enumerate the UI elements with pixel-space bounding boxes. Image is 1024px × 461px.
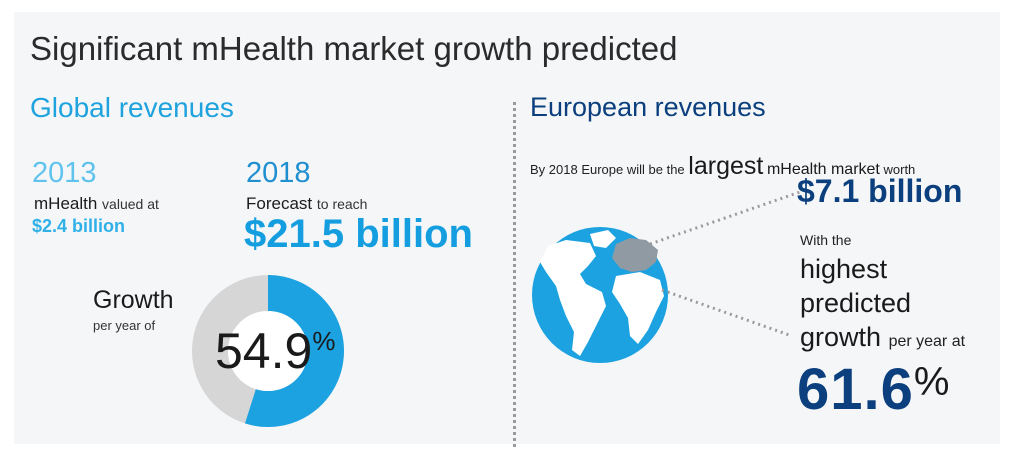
- mhealth-market-text: mHealth market: [766, 161, 880, 178]
- mhealth-valued-at: mHealth valued at: [34, 194, 159, 214]
- forecast-to-reach: Forecast to reach: [246, 194, 367, 214]
- worth-text: worth: [883, 162, 916, 177]
- year-2018: 2018: [246, 157, 311, 189]
- year-2013: 2013: [32, 157, 97, 189]
- europe-land: [612, 238, 658, 272]
- value-2018: $21.5 billion: [244, 212, 473, 256]
- with-the-text: With the: [800, 232, 852, 248]
- valued-at-text: valued at: [102, 196, 159, 212]
- global-growth-percent: 54.9%: [215, 322, 335, 380]
- growth-per-year-at: growth per year at: [800, 322, 965, 353]
- europe-growth-percent: 61.6%: [797, 356, 950, 423]
- european-revenues-heading: European revenues: [530, 92, 766, 122]
- europe-largest-line: By 2018 Europe will be the largest mHeal…: [530, 152, 915, 181]
- global-growth-unit: %: [312, 326, 336, 356]
- global-growth-value: 54.9: [215, 323, 313, 379]
- connector-to-value: [649, 190, 801, 246]
- growth-per-year-label: per year of: [93, 318, 156, 333]
- global-revenues-heading: Global revenues: [30, 92, 234, 123]
- page-title: Significant mHealth market growth predic…: [30, 30, 678, 67]
- per-year-at-text: per year at: [888, 333, 966, 350]
- donut-hole: [228, 311, 308, 391]
- mhealth-word: mHealth: [34, 194, 98, 213]
- connector-to-growth: [661, 288, 793, 338]
- europe-value: $7.1 billion: [797, 173, 963, 209]
- growth-label: Growth: [93, 286, 174, 314]
- section-divider: [513, 102, 516, 447]
- europe-growth-unit: %: [913, 360, 951, 404]
- value-2013: $2.4 billion: [32, 216, 126, 236]
- africa-land: [612, 272, 664, 344]
- americas-land: [540, 240, 606, 356]
- growth-donut: [192, 275, 344, 427]
- growth-word: growth: [800, 322, 882, 352]
- to-reach-text: to reach: [316, 196, 368, 212]
- greenland-land: [590, 230, 616, 248]
- donut-fill: [244, 275, 344, 427]
- largest-word: largest: [688, 152, 764, 180]
- forecast-word: Forecast: [246, 194, 313, 213]
- infographic-panel: [14, 12, 1000, 444]
- globe-icon: [532, 227, 668, 363]
- europe-growth-value: 61.6: [797, 357, 914, 422]
- highest-word: highest: [800, 254, 888, 284]
- predicted-word: predicted: [800, 288, 912, 318]
- europe-line-start: By 2018 Europe will be the: [530, 162, 685, 177]
